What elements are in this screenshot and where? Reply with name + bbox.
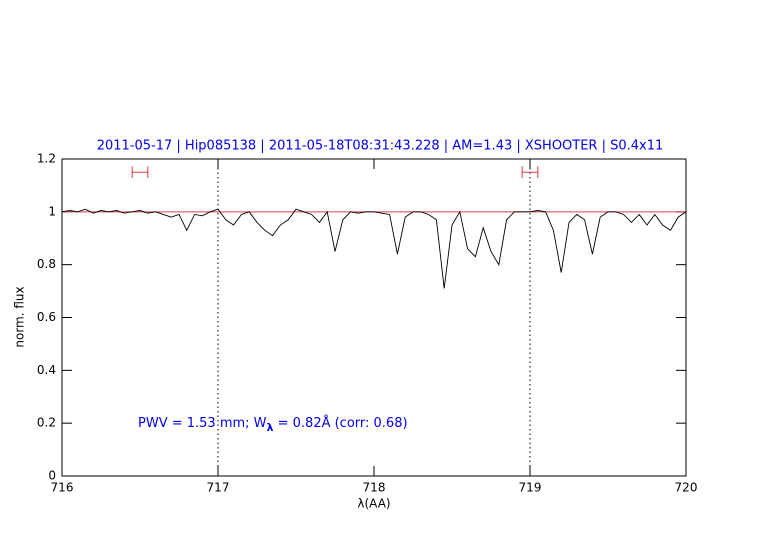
annotation-part: λ bbox=[267, 421, 274, 434]
x-tick-label: 718 bbox=[363, 481, 386, 495]
x-tick-label: 720 bbox=[675, 481, 698, 495]
x-tick-label: 719 bbox=[519, 481, 542, 495]
y-tick-label: 0.2 bbox=[37, 416, 56, 430]
continuum-window bbox=[521, 166, 539, 179]
y-tick-label: 0.8 bbox=[37, 257, 56, 271]
x-tick-label: 716 bbox=[51, 481, 74, 495]
spectrum-line bbox=[61, 208, 687, 289]
annotation: PWV = 1.53 mm; Wλ = 0.82Å (corr: 0.68) bbox=[138, 415, 408, 435]
y-tick-label: 1 bbox=[48, 204, 56, 218]
annotation-part: PWV = 1.53 mm; W bbox=[138, 416, 267, 431]
chart-title: 2011-05-17 | Hip085138 | 2011-05-18T08:3… bbox=[97, 139, 664, 154]
y-tick-label: 0 bbox=[48, 469, 56, 483]
continuum-window bbox=[131, 166, 149, 179]
y-tick-label: 1.2 bbox=[37, 152, 56, 166]
annotation-part: = 0.82Å (corr: 0.68) bbox=[273, 415, 407, 431]
y-axis-label: norm. flux bbox=[13, 286, 27, 347]
x-axis-label: λ(AA) bbox=[357, 497, 390, 511]
y-tick-label: 0.6 bbox=[37, 310, 56, 324]
x-tick-label: 717 bbox=[207, 481, 230, 495]
y-tick-label: 0.4 bbox=[37, 363, 56, 377]
